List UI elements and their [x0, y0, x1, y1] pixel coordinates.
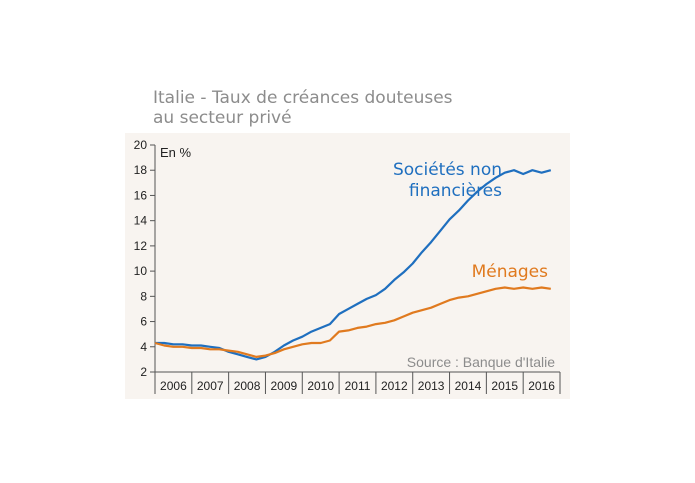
y-axis-unit-label: En %: [160, 145, 192, 160]
chart-series-layer: [154, 169, 552, 361]
y-tick-label-4: 4: [140, 340, 147, 354]
series-label-line: financières: [409, 181, 502, 201]
y-tick-label-10: 10: [134, 264, 148, 278]
x-tick-label-2010: 2010: [307, 379, 334, 393]
y-tick-label-8: 8: [140, 289, 147, 303]
y-tick-label-2: 2: [140, 365, 147, 379]
x-tick-label-2011: 2011: [345, 379, 371, 393]
y-tick-label-16: 16: [134, 188, 148, 202]
x-tick-label-2009: 2009: [271, 379, 298, 393]
y-tick-label-14: 14: [134, 214, 148, 228]
series-label-societes-non-financieres: Sociétés non financières: [393, 160, 502, 201]
chart-axes: 2 4 6 8 10 12 14 16 18 20 2006 2007 2008 2009 2010 2011…: [134, 138, 561, 394]
x-tick-label-2015: 2015: [491, 379, 518, 393]
series-line-menages: [154, 286, 551, 358]
series-labels: Sociétés non financières Ménages: [393, 160, 548, 282]
series-label-line: Ménages: [472, 262, 549, 282]
y-tick-label-6: 6: [140, 315, 147, 329]
chart-title-line2: au secteur privé: [153, 108, 292, 128]
x-tick-label-2012: 2012: [381, 379, 408, 393]
series-label-menages: Ménages: [472, 262, 549, 282]
series-label-line: Sociétés non: [393, 160, 502, 180]
x-tick-label-2008: 2008: [234, 379, 261, 393]
y-tick-label-12: 12: [134, 239, 148, 253]
y-tick-label-20: 20: [134, 138, 148, 152]
x-tick-label-2013: 2013: [418, 379, 445, 393]
x-tick-label-2014: 2014: [455, 379, 482, 393]
y-tick-label-18: 18: [134, 163, 148, 177]
x-tick-label-2007: 2007: [197, 379, 224, 393]
x-tick-label-2006: 2006: [160, 379, 187, 393]
chart-title: Italie - Taux de créances douteuses au s…: [153, 88, 453, 128]
chart-title-line1: Italie - Taux de créances douteuses: [153, 88, 453, 108]
x-tick-label-2016: 2016: [528, 379, 555, 393]
source-note: Source : Banque d'Italie: [407, 354, 555, 370]
